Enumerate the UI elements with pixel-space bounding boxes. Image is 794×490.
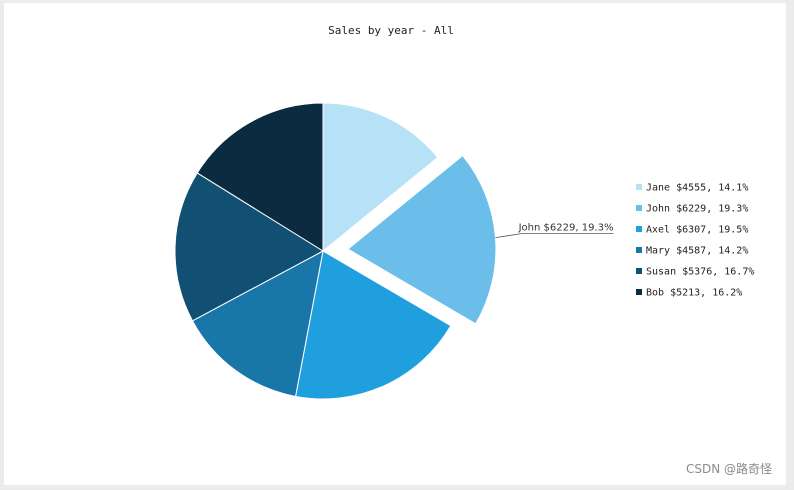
chart-legend: Jane $4555, 14.1% John $6229, 19.3% Axel $… <box>636 183 754 299</box>
legend-swatch-jane <box>636 184 642 190</box>
legend-swatch-susan <box>636 268 642 274</box>
pie-slice-mary[interactable] <box>191 250 324 398</box>
pie-slice-bob[interactable] <box>196 102 324 252</box>
legend-label-axel[interactable]: Axel $6307, 19.5% <box>646 225 748 236</box>
callout-label: John $6229, 19.3% <box>518 223 614 234</box>
pie-slices <box>174 102 497 400</box>
legend-label-bob[interactable]: Bob $5213, 16.2% <box>646 288 742 299</box>
watermark: CSDN @路奇怪 <box>685 462 772 476</box>
chart-title: Sales by year - All <box>328 24 454 37</box>
legend-swatch-mary <box>636 247 642 253</box>
pie-slice-axel[interactable] <box>294 250 452 400</box>
legend-swatch-axel <box>636 226 642 232</box>
callout-line <box>495 233 614 239</box>
pie-slice-susan[interactable] <box>174 172 324 322</box>
slice-callout: John $6229, 19.3% <box>495 223 614 239</box>
legend-label-john[interactable]: John $6229, 19.3% <box>646 204 748 215</box>
legend-swatch-bob <box>636 289 642 295</box>
legend-swatch-john <box>636 205 642 211</box>
pie-slice-jane[interactable] <box>322 102 439 253</box>
legend-label-mary[interactable]: Mary $4587, 14.2% <box>646 246 748 257</box>
legend-label-susan[interactable]: Susan $5376, 16.7% <box>646 267 754 278</box>
pie-chart: Sales by year - All John $6229, 19.3% Ja… <box>174 24 754 400</box>
chart-card: Sales by year - All John $6229, 19.3% Ja… <box>4 3 786 485</box>
legend-label-jane[interactable]: Jane $4555, 14.1% <box>646 183 748 194</box>
